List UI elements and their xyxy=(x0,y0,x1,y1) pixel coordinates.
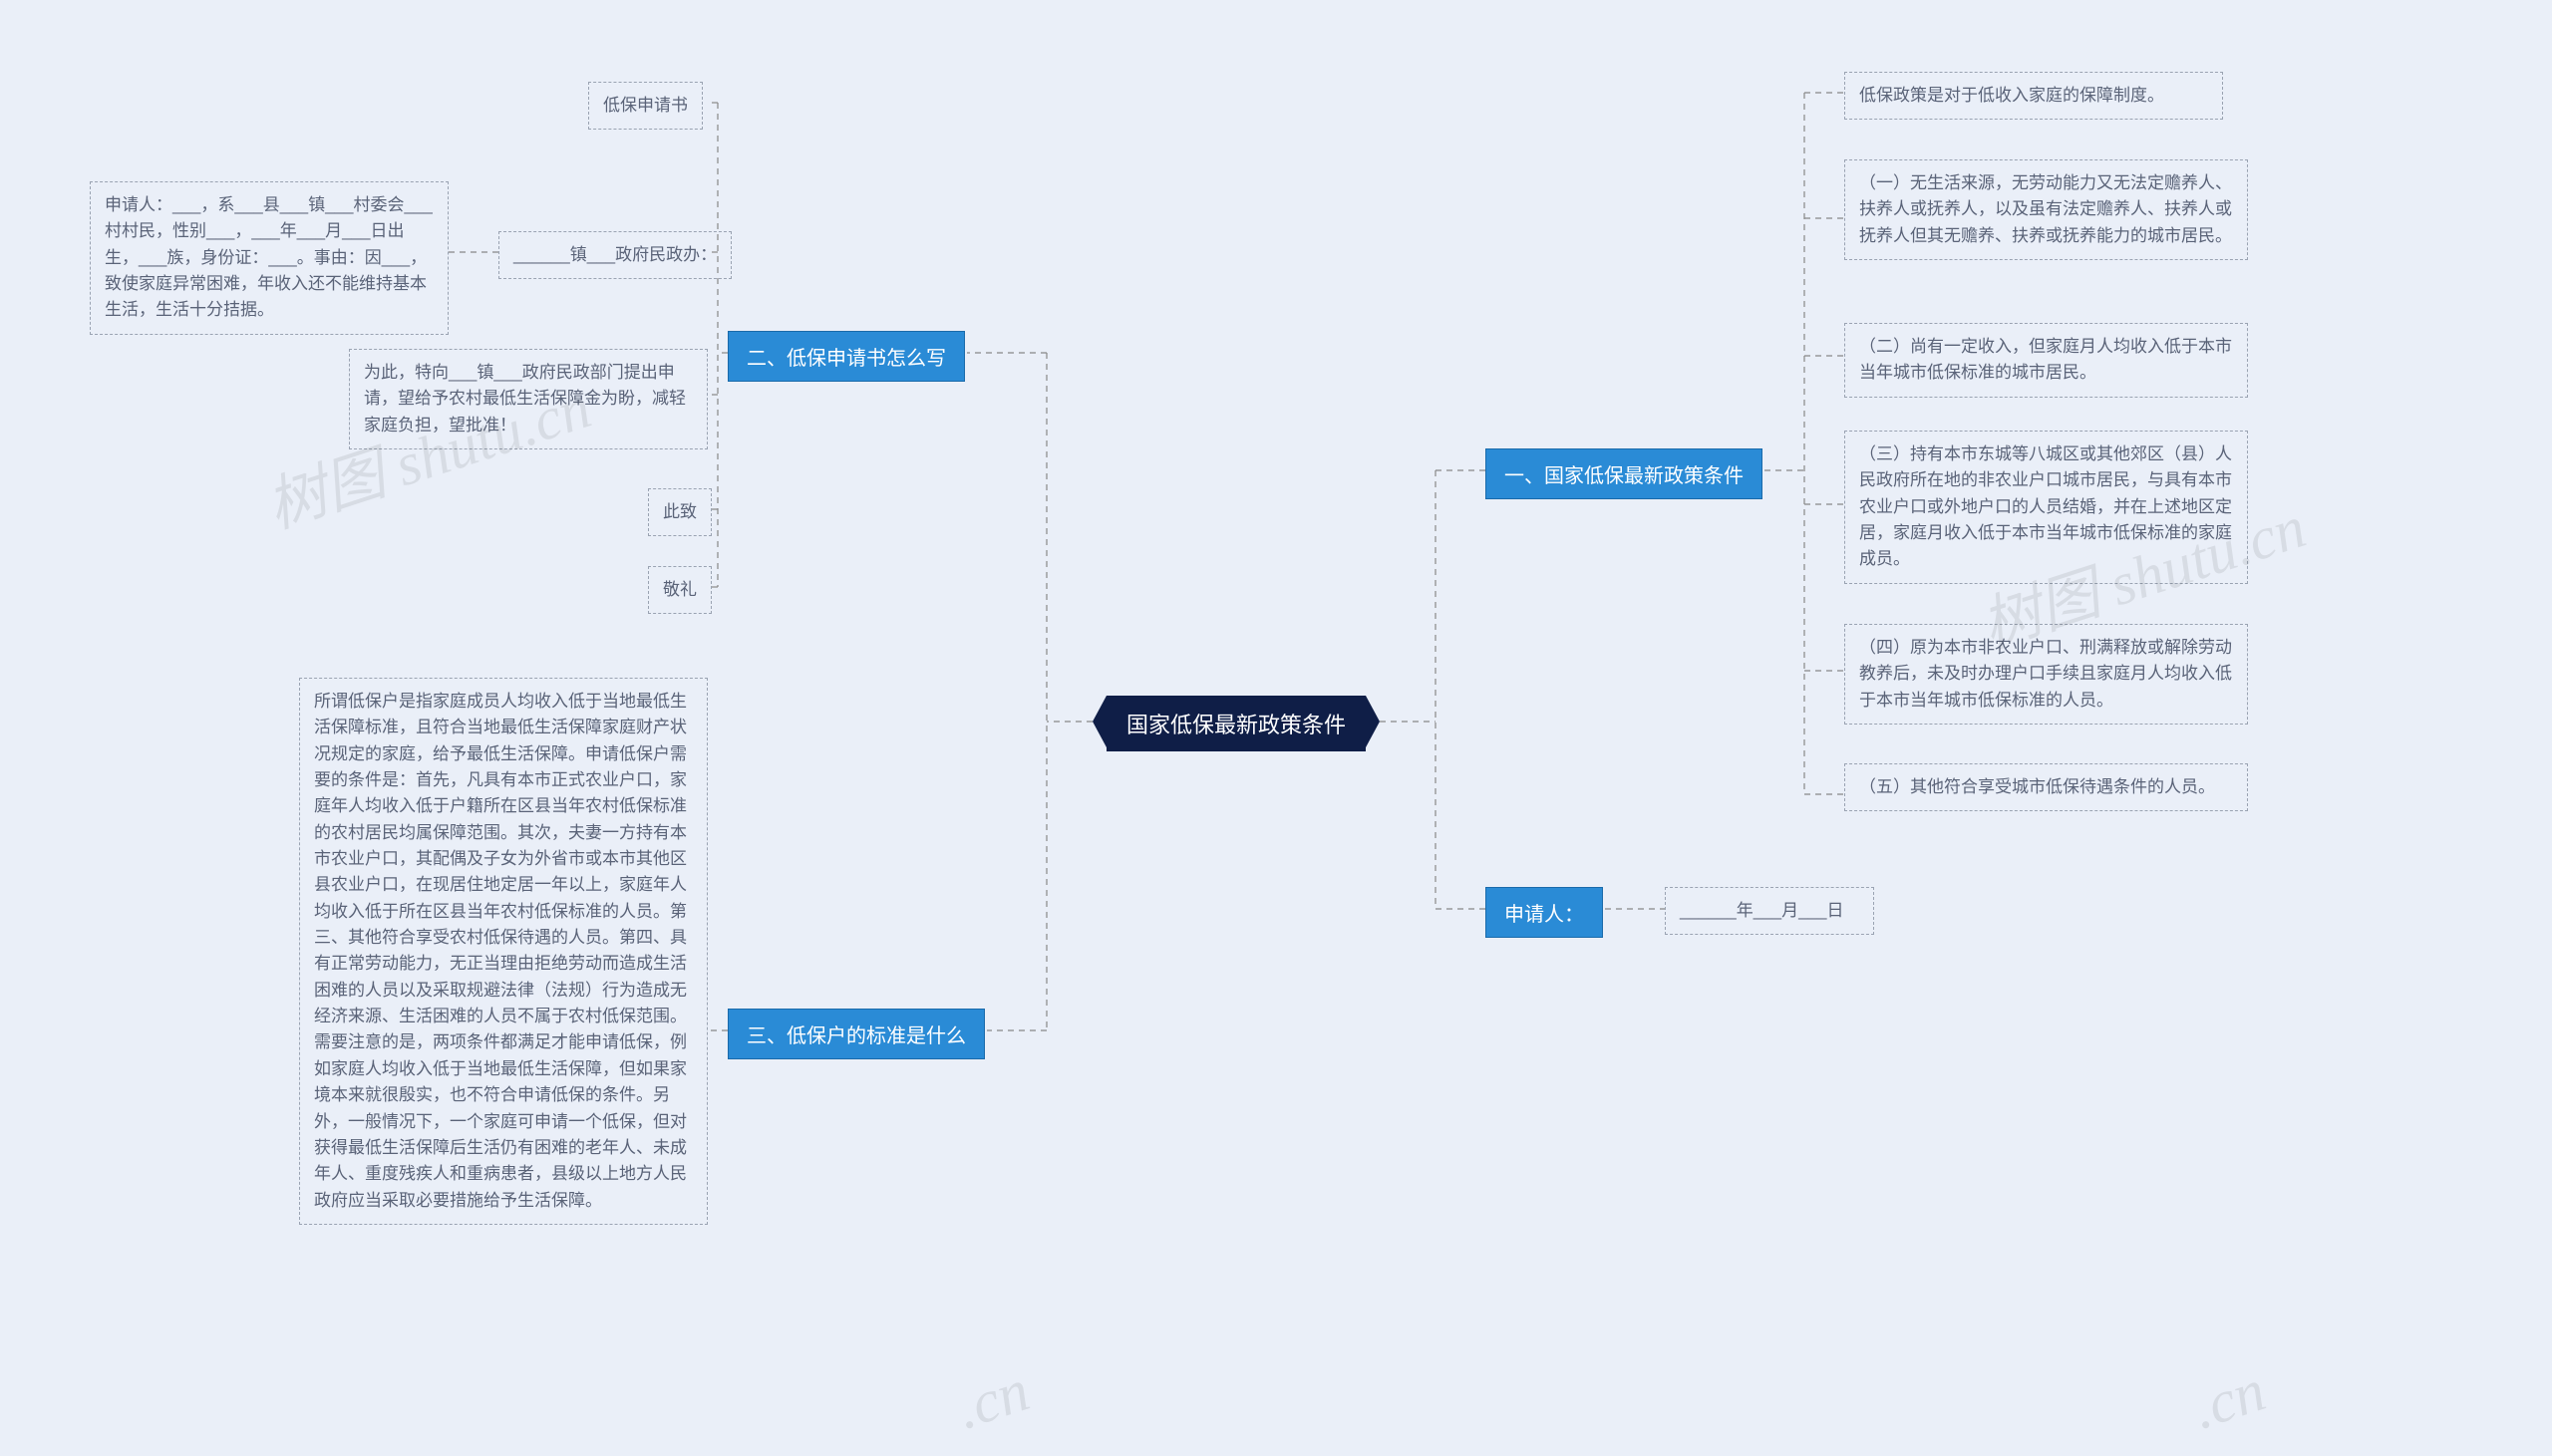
leaf-b1-2: （二）尚有一定收入，但家庭月人均收入低于本市当年城市低保标准的城市居民。 xyxy=(1844,323,2248,398)
leaf-b1-5: （五）其他符合享受城市低保待遇条件的人员。 xyxy=(1844,763,2248,811)
leaf-b3-cizhi: 此致 xyxy=(648,488,712,536)
leaf-b1-4: （四）原为本市非农业户口、刑满释放或解除劳动教养后，未及时办理户口手续且家庭月人… xyxy=(1844,624,2248,725)
leaf-b4-body: 所谓低保户是指家庭成员人均收入低于当地最低生活保障标准，且符合当地最低生活保障家… xyxy=(299,678,708,1225)
leaf-b3-jingli: 敬礼 xyxy=(648,566,712,614)
branch-applicant: 申请人： xyxy=(1485,887,1603,938)
branch-standard: 三、低保户的标准是什么 xyxy=(728,1009,985,1059)
leaf-b3-applicant-detail: 申请人：___，系___县___镇___村委会___村村民，性别___，___年… xyxy=(90,181,449,335)
leaf-applicant-date: ______年___月___日 xyxy=(1665,887,1874,935)
leaf-b3-title: 低保申请书 xyxy=(588,82,703,130)
branch-policy-conditions: 一、国家低保最新政策条件 xyxy=(1485,448,1762,499)
leaf-b1-1: （一）无生活来源，无劳动能力又无法定赡养人、扶养人或抚养人，以及虽有法定赡养人、… xyxy=(1844,159,2248,260)
leaf-b1-3: （三）持有本市东城等八城区或其他郊区（县）人民政府所在地的非农业户口城市居民，与… xyxy=(1844,431,2248,584)
center-label: 国家低保最新政策条件 xyxy=(1126,713,1346,737)
center-node: 国家低保最新政策条件 xyxy=(1107,696,1366,751)
watermark: .cn xyxy=(948,1356,1037,1444)
leaf-b3-request: 为此，特向___镇___政府民政部门提出申请，望给予农村最低生活保障金为盼，减轻… xyxy=(349,349,708,449)
watermark: .cn xyxy=(2184,1356,2273,1444)
branch-how-to-write: 二、低保申请书怎么写 xyxy=(728,331,965,382)
leaf-b3-addressee: ______镇___政府民政办： xyxy=(498,231,732,279)
leaf-b1-intro: 低保政策是对于低收入家庭的保障制度。 xyxy=(1844,72,2223,120)
